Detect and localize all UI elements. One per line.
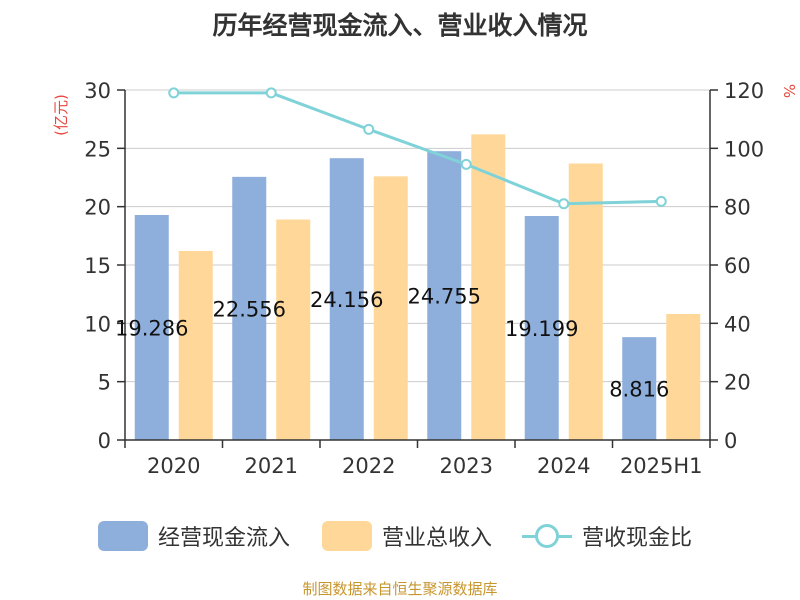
ratio-point <box>460 158 472 170</box>
legend-swatch-revenue <box>322 521 372 551</box>
bar-cash-inflow <box>524 216 559 440</box>
legend-label: 经营现金流入 <box>158 526 291 551</box>
bar-cash-inflow <box>329 158 364 440</box>
left-tick-label: 30 <box>84 79 111 103</box>
left-tick-label: 25 <box>84 137 111 161</box>
chart-title: 历年经营现金流入、营业收入情况 <box>212 11 588 40</box>
bar-cash-inflow <box>622 337 657 440</box>
right-axis-unit: % <box>780 84 798 98</box>
right-tick-label: 40 <box>724 312 751 336</box>
left-tick-label: 20 <box>84 196 111 220</box>
bar-cash-inflow <box>134 214 169 440</box>
legend-swatch-cash-inflow <box>98 521 148 551</box>
x-tick-label: 2021 <box>245 454 298 478</box>
left-axis-unit: (亿元) <box>52 94 70 136</box>
legend-swatch-ratio <box>522 521 572 551</box>
legend-item-revenue[interactable]: 营业总收入 <box>322 516 492 556</box>
bar-value-label: 19.286 <box>115 316 188 340</box>
right-tick-label: 120 <box>724 79 764 103</box>
bar-series <box>134 134 701 441</box>
bar-revenue <box>373 176 408 441</box>
bar-value-label: 24.755 <box>408 285 481 309</box>
line-series <box>168 87 667 210</box>
legend: 经营现金流入 营业总收入 营收现金比 <box>0 516 800 556</box>
ratio-point <box>363 123 375 135</box>
bar-value-label: 8.816 <box>609 378 669 402</box>
bar-value-label: 24.156 <box>310 288 383 312</box>
bar-cash-inflow <box>427 151 462 441</box>
right-tick-label: 100 <box>724 137 764 161</box>
legend-item-cash-inflow[interactable]: 经营现金流入 <box>98 516 290 556</box>
bar-revenue <box>666 314 701 440</box>
left-tick-label: 0 <box>98 429 111 453</box>
x-tick-label: 2024 <box>537 454 590 478</box>
right-tick-label: 60 <box>724 254 751 278</box>
x-tick-label: 2023 <box>440 454 493 478</box>
x-tick-label: 2020 <box>147 454 200 478</box>
right-tick-label: 0 <box>724 429 737 453</box>
grid-lines <box>125 89 710 383</box>
left-tick-label: 15 <box>84 254 111 278</box>
ratio-point <box>655 195 667 207</box>
axes: 0 5 10 15 20 25 30 0 20 40 60 80 100 120 2020 2021 2022 2… <box>84 79 764 478</box>
ratio-line <box>173 91 662 206</box>
data-labels: 19.286 22.556 24.156 24.755 19.199 8.816 <box>115 285 669 402</box>
left-tick-label: 10 <box>84 312 111 336</box>
legend-label: 营收现金比 <box>582 526 693 551</box>
bar-revenue <box>471 134 506 441</box>
bar-value-label: 19.199 <box>505 317 578 341</box>
ratio-point <box>558 198 570 210</box>
bar-revenue <box>178 251 213 440</box>
x-tick-label: 2025H1 <box>620 454 703 478</box>
bar-value-label: 22.556 <box>213 297 286 321</box>
ratio-point <box>168 87 180 99</box>
legend-item-ratio[interactable]: 营收现金比 <box>522 516 692 556</box>
right-tick-label: 80 <box>724 196 751 220</box>
left-tick-label: 5 <box>98 371 111 395</box>
bar-cash-inflow <box>232 176 267 440</box>
data-source-note: 制图数据来自恒生聚源数据库 <box>302 580 498 598</box>
right-tick-label: 20 <box>724 371 751 395</box>
legend-label: 营业总收入 <box>382 526 493 551</box>
bar-revenue <box>568 163 603 440</box>
ratio-point <box>265 87 277 99</box>
x-tick-label: 2022 <box>342 454 395 478</box>
bar-revenue <box>276 219 311 440</box>
